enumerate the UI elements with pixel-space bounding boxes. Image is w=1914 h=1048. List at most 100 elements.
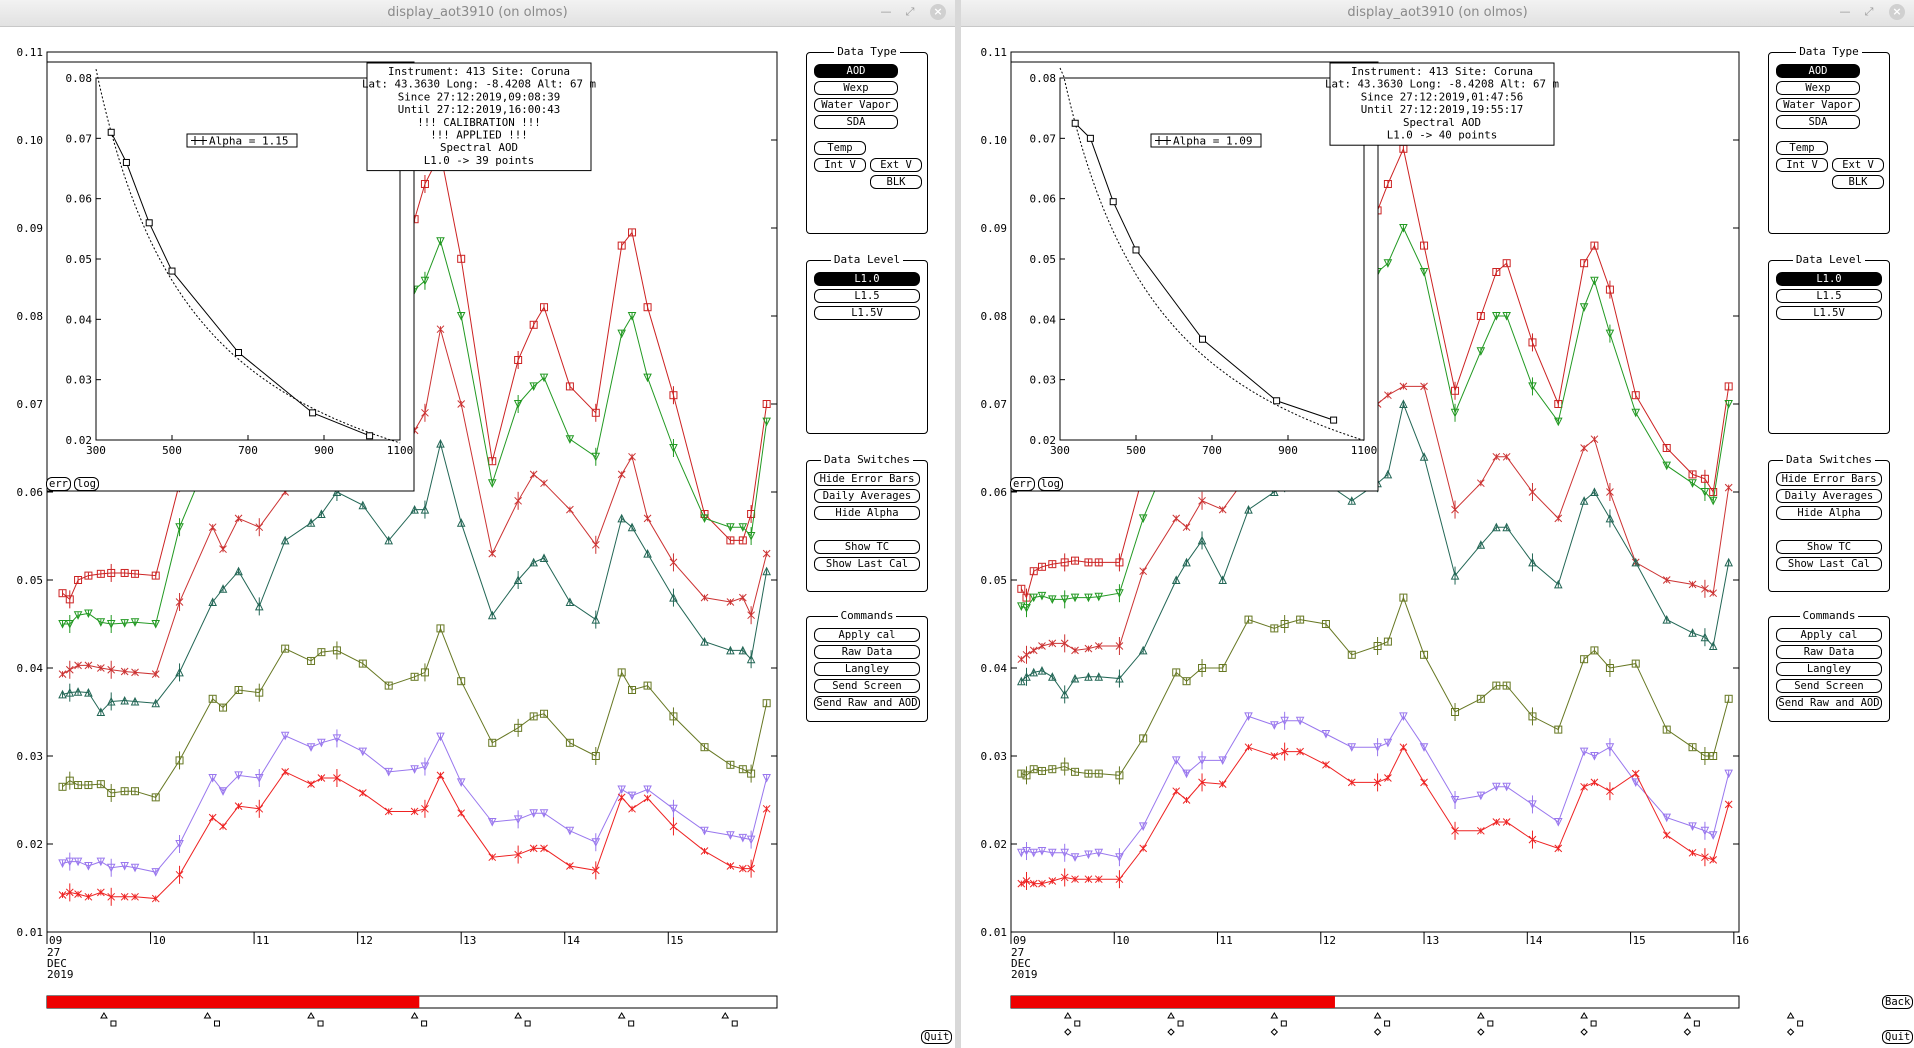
panel-title: Commands: [837, 609, 897, 622]
date-label: 2019: [1011, 968, 1038, 981]
data-point: [96, 780, 105, 789]
timeline-diamond: [1477, 1028, 1485, 1036]
data-point: [457, 400, 466, 408]
data-point: [738, 765, 747, 774]
wexp-button[interactable]: Wexp: [1776, 81, 1860, 95]
panel-title: Data Switches: [820, 453, 914, 466]
data-point: [539, 809, 549, 818]
l15v-button[interactable]: L1.5V: [1776, 306, 1882, 320]
show-tc-button[interactable]: Show TC: [814, 540, 920, 554]
aod-button[interactable]: AOD: [1776, 64, 1860, 78]
blk-button[interactable]: BLK: [870, 175, 922, 189]
titlebar-right[interactable]: display_aot3910 (on olmos) — ⤢ ×: [961, 0, 1914, 27]
apply-cal-button[interactable]: Apply cal: [1776, 628, 1882, 642]
data-point: [410, 765, 419, 774]
data-point: [58, 670, 67, 679]
langley-button[interactable]: Langley: [814, 662, 920, 676]
sda-button[interactable]: SDA: [814, 115, 898, 129]
data-point: [627, 522, 637, 532]
send-screen-button[interactable]: Send Screen: [814, 679, 920, 693]
data-point: [539, 373, 549, 383]
hide-alpha-button[interactable]: Hide Alpha: [814, 506, 920, 520]
sda-button[interactable]: SDA: [1776, 115, 1860, 129]
timeline-square: [731, 1020, 738, 1027]
data-point: [65, 620, 75, 629]
raw-data-button[interactable]: Raw Data: [814, 645, 920, 659]
ext-v-button[interactable]: Ext V: [870, 158, 922, 172]
data-point: [84, 892, 93, 901]
data-point: [1084, 850, 1093, 860]
l10-button[interactable]: L1.0: [814, 272, 920, 286]
show-tc-button[interactable]: Show TC: [1776, 540, 1882, 554]
err-button[interactable]: err: [1010, 477, 1035, 491]
data-point: [384, 807, 393, 816]
log-button[interactable]: log: [1038, 477, 1063, 491]
inset-y-tick-label: 0.08: [1030, 72, 1057, 85]
hide-error-bars-button[interactable]: Hide Error Bars: [814, 472, 920, 486]
info-line: Until 27:12:2019,16:00:43: [398, 103, 561, 116]
inset-y-tick-label: 0.08: [66, 72, 93, 85]
send-screen-button[interactable]: Send Screen: [1776, 679, 1882, 693]
data-point: [1580, 259, 1589, 268]
close-icon[interactable]: ×: [930, 4, 946, 20]
timeline-diamond: [1167, 1028, 1175, 1036]
data-point: [1724, 382, 1733, 391]
data-point: [738, 864, 747, 873]
y-tick-label: 0.06: [17, 486, 44, 499]
int-v-button[interactable]: Int V: [1776, 158, 1828, 172]
l10-button[interactable]: L1.0: [1776, 272, 1882, 286]
quit-button[interactable]: Quit: [921, 1030, 953, 1044]
show-last-cal-button[interactable]: Show Last Cal: [1776, 557, 1882, 571]
water-vapor-button[interactable]: Water Vapor: [814, 98, 898, 112]
ext-v-button[interactable]: Ext V: [1832, 158, 1884, 172]
date-label: DEC: [1011, 957, 1031, 970]
log-button[interactable]: log: [74, 477, 99, 491]
data-point: [643, 681, 652, 690]
water-vapor-button[interactable]: Water Vapor: [1776, 98, 1860, 112]
send-raw-aod-button[interactable]: Send Raw and AOD: [814, 696, 920, 710]
data-point: [1270, 721, 1279, 730]
data-point: [332, 487, 342, 496]
int-v-button[interactable]: Int V: [814, 158, 866, 172]
y-tick-label: 0.05: [17, 574, 44, 587]
send-raw-aod-button[interactable]: Send Raw and AOD: [1776, 696, 1882, 710]
series-line: [1021, 402, 1730, 696]
show-last-cal-button[interactable]: Show Last Cal: [814, 557, 920, 571]
raw-data-button[interactable]: Raw Data: [1776, 645, 1882, 659]
quit-button[interactable]: Quit: [1882, 1030, 1914, 1044]
minimize-icon[interactable]: —: [880, 5, 892, 18]
data-point: [700, 743, 709, 752]
data-point: [1280, 747, 1289, 756]
apply-cal-button[interactable]: Apply cal: [814, 628, 920, 642]
blk-button[interactable]: BLK: [1832, 175, 1884, 189]
close-icon[interactable]: ×: [1889, 4, 1905, 20]
x-tick-label: 14: [1529, 934, 1543, 947]
titlebar-left[interactable]: display_aot3910 (on olmos) — ⤢ ×: [0, 0, 955, 27]
timeline-triangle: [1476, 1012, 1485, 1019]
temp-button[interactable]: Temp: [1776, 141, 1828, 155]
l15-button[interactable]: L1.5: [814, 289, 920, 303]
temp-button[interactable]: Temp: [814, 141, 866, 155]
maximize-icon[interactable]: ⤢: [1864, 5, 1874, 18]
hide-error-bars-button[interactable]: Hide Error Bars: [1776, 472, 1882, 486]
data-point: [120, 619, 129, 628]
data-point: [73, 857, 83, 867]
data-point: [1553, 579, 1563, 589]
l15-button[interactable]: L1.5: [1776, 289, 1882, 303]
data-point: [96, 707, 106, 716]
maximize-icon[interactable]: ⤢: [905, 5, 915, 18]
daily-averages-button[interactable]: Daily Averages: [1776, 489, 1882, 503]
langley-button[interactable]: Langley: [1776, 662, 1882, 676]
err-button[interactable]: err: [46, 477, 71, 491]
minimize-icon[interactable]: —: [1839, 5, 1851, 18]
daily-averages-button[interactable]: Daily Averages: [814, 489, 920, 503]
data-point: [96, 618, 106, 627]
data-point: [1580, 655, 1589, 664]
aod-button[interactable]: AOD: [814, 64, 898, 78]
l15v-button[interactable]: L1.5V: [814, 306, 920, 320]
data-point: [513, 400, 523, 409]
wexp-button[interactable]: Wexp: [814, 81, 898, 95]
data-point: [1115, 589, 1124, 598]
hide-alpha-button[interactable]: Hide Alpha: [1776, 506, 1882, 520]
back-button[interactable]: Back: [1882, 995, 1914, 1009]
